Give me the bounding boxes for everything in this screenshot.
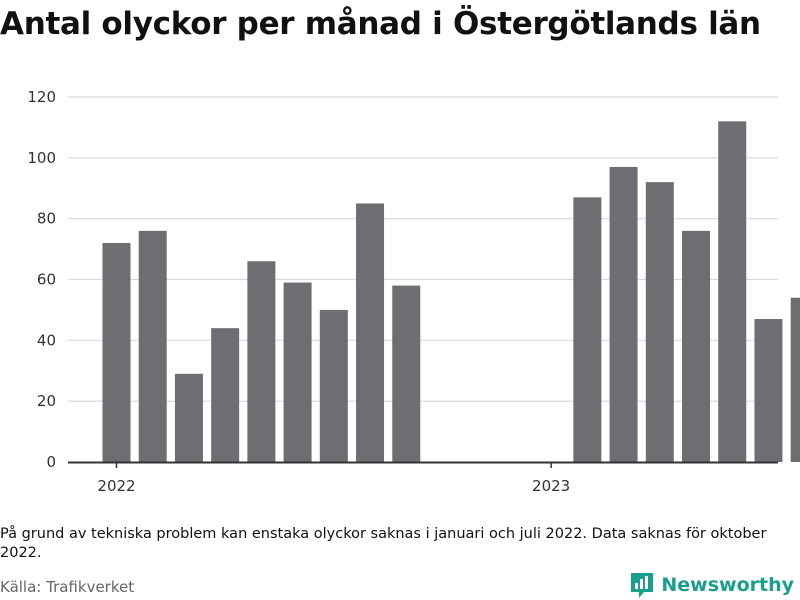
bar	[174, 373, 203, 462]
bar	[247, 261, 276, 462]
chart-title: Antal olyckor per månad i Östergötlands …	[0, 6, 761, 42]
bar	[138, 230, 167, 462]
bar	[718, 121, 747, 463]
y-axis-ticks: 0 20 40 60 80 100 120	[27, 88, 56, 471]
bar	[392, 285, 421, 462]
y-tick-label: 120	[27, 88, 56, 106]
chart-note: På grund av tekniska problem kan enstaka…	[0, 526, 767, 561]
bar	[356, 203, 385, 462]
bar	[790, 297, 800, 462]
brand-name: Newsworthy	[661, 574, 794, 596]
y-tick-label: 80	[37, 210, 56, 228]
newsworthy-icon	[631, 573, 654, 598]
y-tick-label: 0	[46, 453, 56, 471]
bar	[754, 319, 783, 462]
y-tick-label: 60	[37, 271, 56, 289]
bar	[609, 166, 638, 462]
x-axis: 2022 2023	[68, 461, 778, 495]
y-tick-label: 40	[37, 331, 56, 349]
bar	[645, 182, 674, 462]
bar	[102, 243, 131, 462]
brand-logo: Newsworthy	[629, 570, 794, 600]
bar	[211, 328, 240, 462]
bar	[573, 197, 602, 462]
y-tick-label: 100	[27, 149, 56, 167]
bar	[283, 282, 312, 462]
bars	[102, 121, 800, 463]
y-tick-label: 20	[37, 392, 56, 410]
source-text: Källa: Trafikverket	[0, 578, 135, 596]
x-tick-label: 2023	[532, 477, 570, 495]
x-tick-label: 2022	[97, 477, 135, 495]
bar	[319, 309, 348, 462]
bar	[682, 230, 711, 462]
